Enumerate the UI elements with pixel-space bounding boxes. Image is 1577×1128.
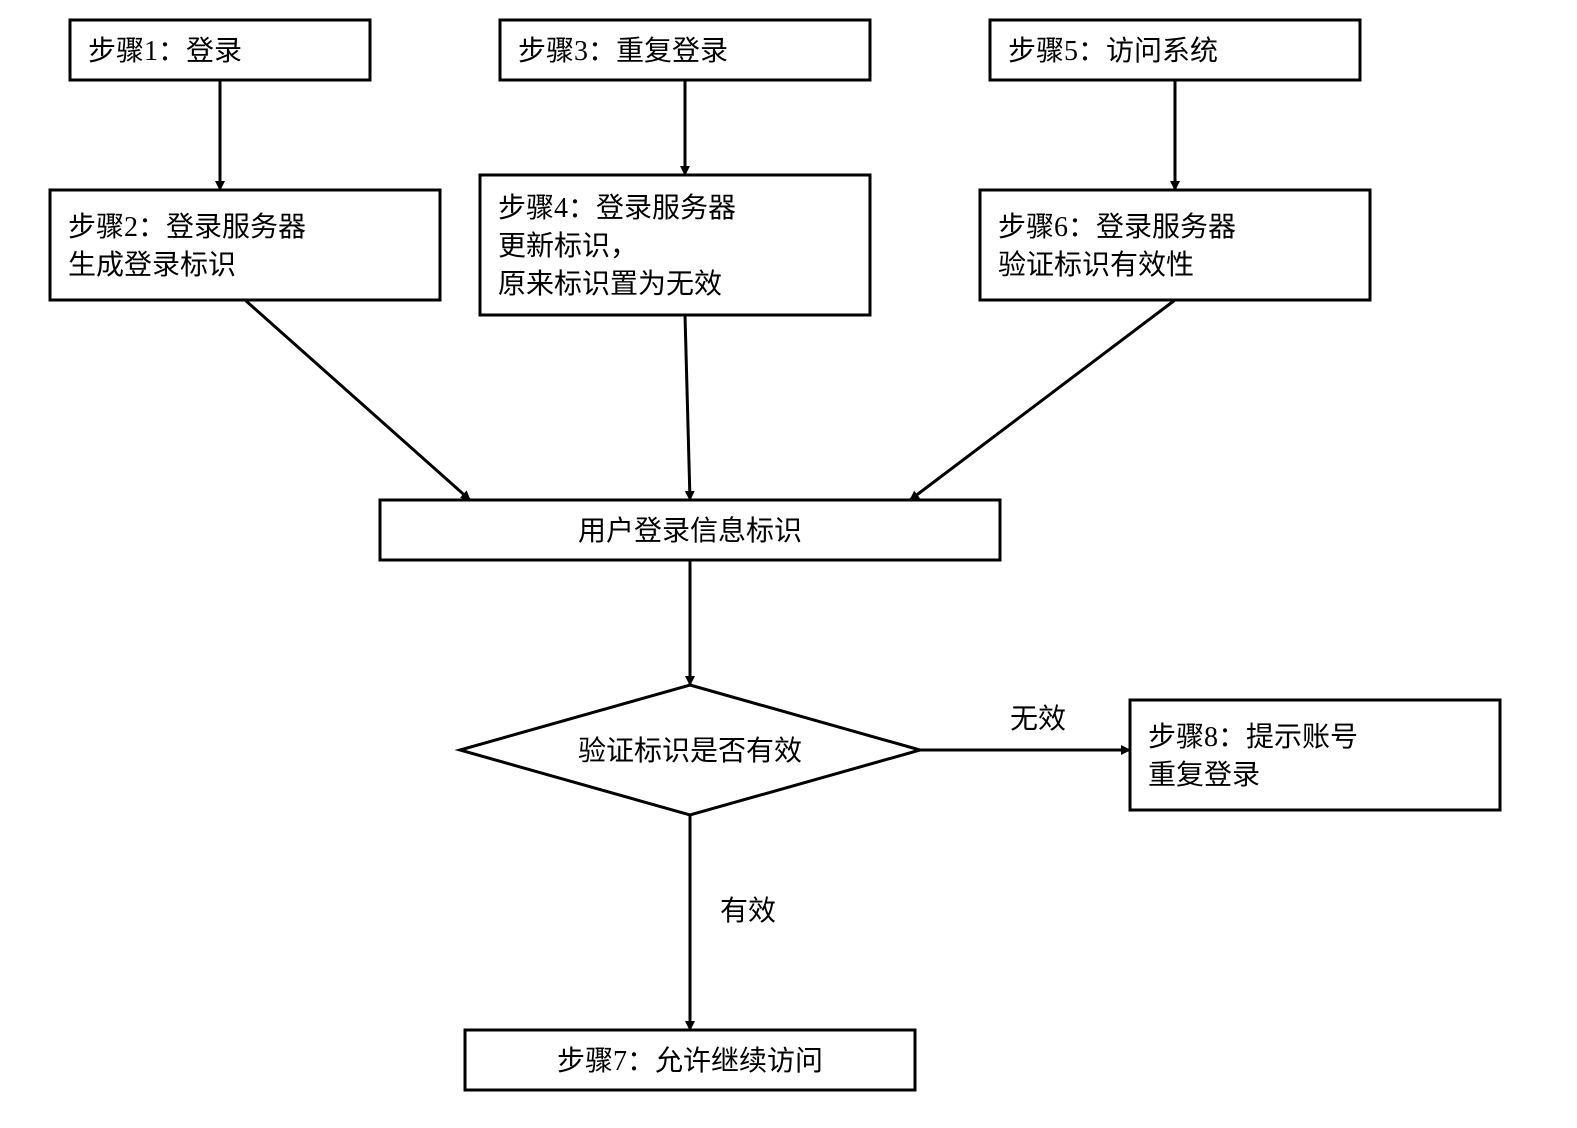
edge-n2-nM [245, 300, 470, 500]
flowchart-canvas: 步骤1：登录步骤3：重复登录步骤5：访问系统步骤2：登录服务器生成登录标识步骤4… [0, 0, 1577, 1128]
node-n7: 步骤7：允许继续访问 [465, 1030, 915, 1090]
node-nD: 验证标识是否有效 [460, 685, 920, 815]
node-text-n3-0: 步骤3：重复登录 [518, 35, 728, 67]
node-n3: 步骤3：重复登录 [500, 20, 870, 80]
node-text-n4-0: 步骤4：登录服务器 [498, 192, 736, 224]
node-n2: 步骤2：登录服务器生成登录标识 [50, 190, 440, 300]
node-n8: 步骤8：提示账号重复登录 [1130, 700, 1500, 810]
node-text-n8-0: 步骤8：提示账号 [1148, 721, 1358, 753]
node-n4: 步骤4：登录服务器更新标识， 原来标识置为无效 [480, 175, 870, 315]
node-n5: 步骤5：访问系统 [990, 20, 1360, 80]
node-n6: 步骤6：登录服务器验证标识有效性 [980, 190, 1370, 300]
node-text-n4-1: 更新标识， [498, 230, 638, 262]
node-text-n4-2: 原来标识置为无效 [498, 268, 722, 300]
node-text-nD-0: 验证标识是否有效 [578, 735, 802, 767]
node-n1: 步骤1：登录 [70, 20, 370, 80]
node-text-n1-0: 步骤1：登录 [88, 35, 242, 67]
node-nM: 用户登录信息标识 [380, 500, 1000, 560]
edge-label-nD-n8: 无效 [1010, 703, 1066, 735]
node-text-n5-0: 步骤5：访问系统 [1008, 35, 1218, 67]
node-text-n6-0: 步骤6：登录服务器 [998, 211, 1236, 243]
node-text-n2-0: 步骤2：登录服务器 [68, 211, 306, 243]
node-text-n7-0: 步骤7：允许继续访问 [557, 1045, 823, 1077]
node-text-n6-1: 验证标识有效性 [998, 249, 1194, 281]
edge-n6-nM [910, 300, 1175, 500]
edge-label-nD-n7: 有效 [720, 895, 776, 927]
edge-n4-nM [685, 315, 690, 500]
node-text-nM-0: 用户登录信息标识 [578, 515, 802, 547]
node-text-n8-1: 重复登录 [1148, 759, 1260, 791]
node-text-n2-1: 生成登录标识 [68, 249, 236, 281]
